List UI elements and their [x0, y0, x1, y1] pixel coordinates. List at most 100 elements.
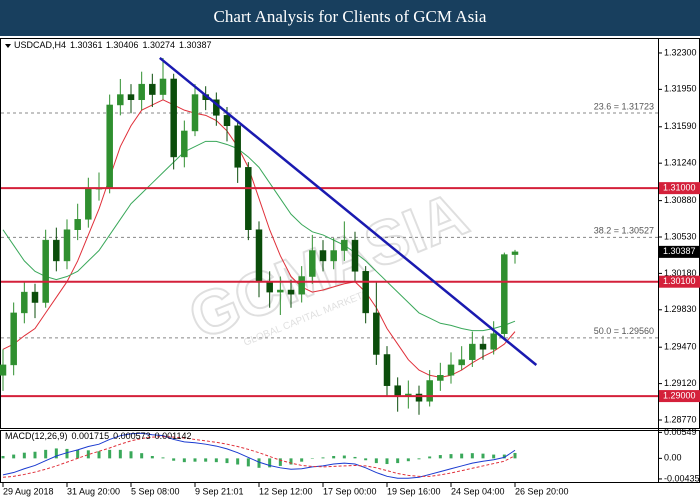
candle-body [31, 291, 39, 303]
candle-body [394, 385, 401, 397]
macd-histogram [300, 458, 304, 462]
candle-body [21, 291, 28, 314]
candle-body [511, 251, 519, 255]
candle-body [298, 276, 305, 295]
candle-body [191, 94, 199, 132]
candle-body [266, 281, 273, 293]
candle-body [117, 94, 124, 106]
candle-body [85, 187, 92, 220]
x-tick-label: 12 Sep 12:00 [259, 486, 313, 496]
price-box [659, 245, 700, 258]
candle-body [309, 250, 316, 277]
candle-body [138, 83, 145, 101]
current-price: 1.30387 [663, 246, 696, 256]
y-tick-label: 1.30880 [664, 195, 697, 205]
candle-body [42, 239, 49, 303]
title-bar [0, 0, 700, 36]
moving-average [2, 140, 516, 332]
candle-body [63, 229, 71, 262]
macd-histogram [1, 456, 5, 459]
x-tick-label: 26 Sep 20:00 [515, 486, 569, 496]
candle-body [245, 167, 252, 230]
macd-histogram [54, 448, 58, 459]
macd-histogram [129, 451, 133, 459]
macd-histogram [214, 458, 218, 463]
macd-histogram [86, 450, 90, 459]
macd-histogram [353, 456, 357, 459]
y-tick-label: 1.31240 [664, 158, 697, 168]
macd-histogram [44, 449, 48, 459]
macd-main [2, 432, 516, 479]
candle-body [53, 239, 60, 262]
fib-label: 50.0 = 1.29560 [594, 326, 654, 336]
candle-body [501, 254, 508, 334]
candle-body [351, 239, 359, 272]
candle-body [447, 364, 455, 376]
fib-label: 38.2 = 1.30527 [594, 226, 654, 236]
candle-body [234, 125, 241, 168]
candle-body [74, 219, 81, 230]
macd-histogram [406, 458, 410, 462]
macd-histogram [246, 458, 250, 467]
macd-histogram [225, 458, 229, 464]
x-tick-label: 19 Sep 16:00 [387, 486, 441, 496]
macd-histogram [12, 454, 16, 459]
macd-histogram [492, 454, 496, 459]
level-box [659, 390, 700, 403]
macd-histogram [342, 455, 346, 459]
candle-body [479, 343, 487, 350]
y-tick-label: 1.30530 [664, 231, 697, 241]
candle-body [170, 78, 177, 158]
macd-histogram [332, 456, 336, 459]
y-tick-label: 1.29830 [664, 304, 697, 314]
text-part: 1.30274 [142, 40, 175, 50]
level-box [659, 275, 700, 288]
candle-body [223, 115, 231, 127]
y-tick-label: 1.29470 [664, 342, 697, 352]
level-label: 1.31000 [663, 183, 696, 193]
macd-histogram [502, 454, 506, 459]
chart-title: Chart Analysis for Clients of GCM Asia [214, 7, 487, 26]
candle-body [181, 130, 188, 158]
y-tick-label: 1.29120 [664, 378, 697, 388]
y-tick-label: 1.30180 [664, 268, 697, 278]
candle-body [415, 393, 423, 402]
macd-histogram [161, 457, 165, 459]
x-tick-label: 24 Sep 04:00 [451, 486, 505, 496]
text-part: USDCAD,H4 [14, 40, 66, 50]
watermark: GCMASIA GLOBAL CAPITAL MARKETS [179, 178, 478, 354]
macd-histogram [65, 448, 69, 459]
x-tick-label: 31 Aug 20:00 [67, 486, 120, 496]
x-tick-label: 5 Sep 08:00 [131, 486, 180, 496]
candle-body [159, 78, 167, 95]
macd-signal [2, 436, 516, 478]
candle-body [490, 333, 497, 350]
level-box [659, 182, 700, 195]
candle-body [373, 312, 380, 355]
macd-histogram [374, 458, 378, 464]
macd-histogram [76, 449, 80, 459]
text-part: 1.30361 [70, 40, 103, 50]
candle-body [127, 94, 135, 101]
y-tick-label: 1.28770 [664, 414, 697, 424]
y-tick-label: 1.31950 [664, 84, 697, 94]
candle-body [287, 289, 295, 295]
candle-body [319, 250, 327, 262]
macd-histogram [396, 458, 400, 464]
macd-histogram [321, 457, 325, 459]
chart-header: USDCAD,H4 1.30361 1.30406 1.30274 1.30387 [14, 40, 212, 50]
y-tick-label: 0.00 [664, 453, 682, 463]
y-tick-label: 1.32300 [664, 47, 697, 57]
candle-body [383, 354, 391, 386]
x-tick-label: 9 Sep 21:01 [195, 486, 244, 496]
macd-histogram [182, 458, 186, 463]
level-label: 1.29000 [663, 390, 696, 400]
x-tick-label: 17 Sep 00:00 [323, 486, 377, 496]
header-arrow [5, 44, 11, 48]
macd-histogram [470, 453, 474, 459]
macd-histogram [449, 454, 453, 459]
candle-body [0, 364, 7, 376]
candle-body [149, 83, 156, 95]
x-tick-label: 29 Aug 2018 [3, 486, 54, 496]
